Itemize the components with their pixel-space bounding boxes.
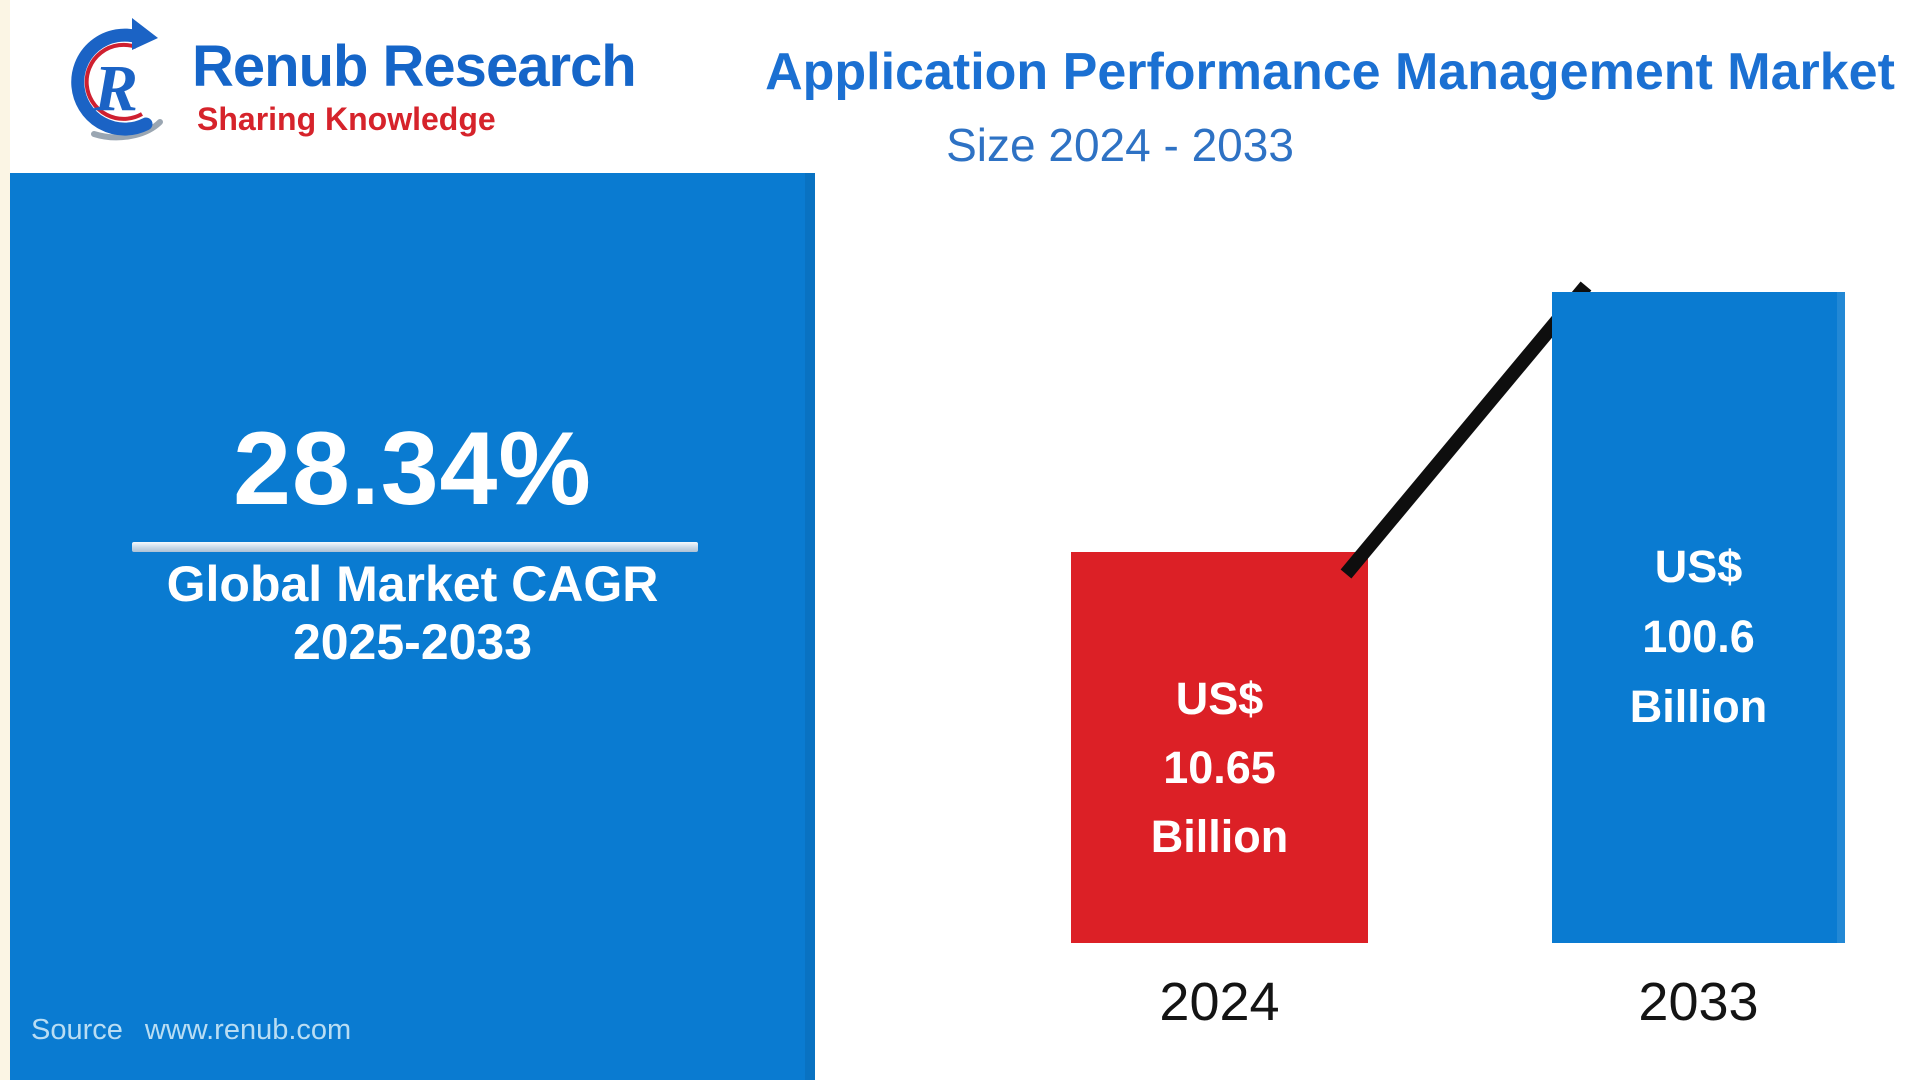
- cagr-caption: Global Market CAGR 2025-2033: [10, 555, 815, 671]
- bar-2033: US$ 100.6 Billion: [1552, 292, 1845, 943]
- cagr-value: 28.34%: [233, 411, 592, 527]
- bar-2024-value-line: 10.65: [1163, 742, 1276, 793]
- bar-2033-value-line: US$: [1654, 541, 1743, 592]
- cagr-panel: 28.34% Global Market CAGR 2025-2033 Sour…: [10, 173, 815, 1080]
- bar-2024-value-line: Billion: [1150, 811, 1289, 862]
- logo-name: Renub Research: [192, 34, 637, 99]
- bar-2024-value-line: US$: [1175, 673, 1264, 724]
- logo-tagline: Sharing Knowledge: [197, 101, 496, 137]
- chart-title: Application Performance Management Marke…: [765, 43, 1895, 101]
- cagr-caption-line2: 2025-2033: [292, 614, 533, 670]
- left-edge-stripe: [0, 0, 10, 1080]
- svg-text:R: R: [93, 52, 138, 125]
- renub-logo-icon: R: [71, 18, 163, 141]
- bar-2033-value-label: US$ 100.6 Billion: [1552, 532, 1845, 742]
- source-url: www.renub.com: [144, 1014, 352, 1046]
- year-label-2024: 2024: [1159, 972, 1280, 1032]
- bar-2033-value-line: 100.6: [1642, 611, 1755, 662]
- bar-2024-value-label: US$ 10.65 Billion: [1071, 664, 1368, 871]
- renub-logo: R Renub Research Sharing Knowledge: [60, 10, 637, 146]
- bar-2033-value-line: Billion: [1629, 681, 1768, 732]
- cagr-caption-line1: Global Market CAGR: [166, 556, 659, 612]
- cagr-underline: [132, 542, 698, 552]
- source-line: Source www.renub.com: [31, 1013, 351, 1048]
- bar-2024: US$ 10.65 Billion: [1071, 552, 1368, 943]
- chart-subtitle: Size 2024 - 2033: [946, 119, 1294, 171]
- year-label-2033: 2033: [1638, 972, 1759, 1032]
- source-label: Source: [31, 1014, 123, 1046]
